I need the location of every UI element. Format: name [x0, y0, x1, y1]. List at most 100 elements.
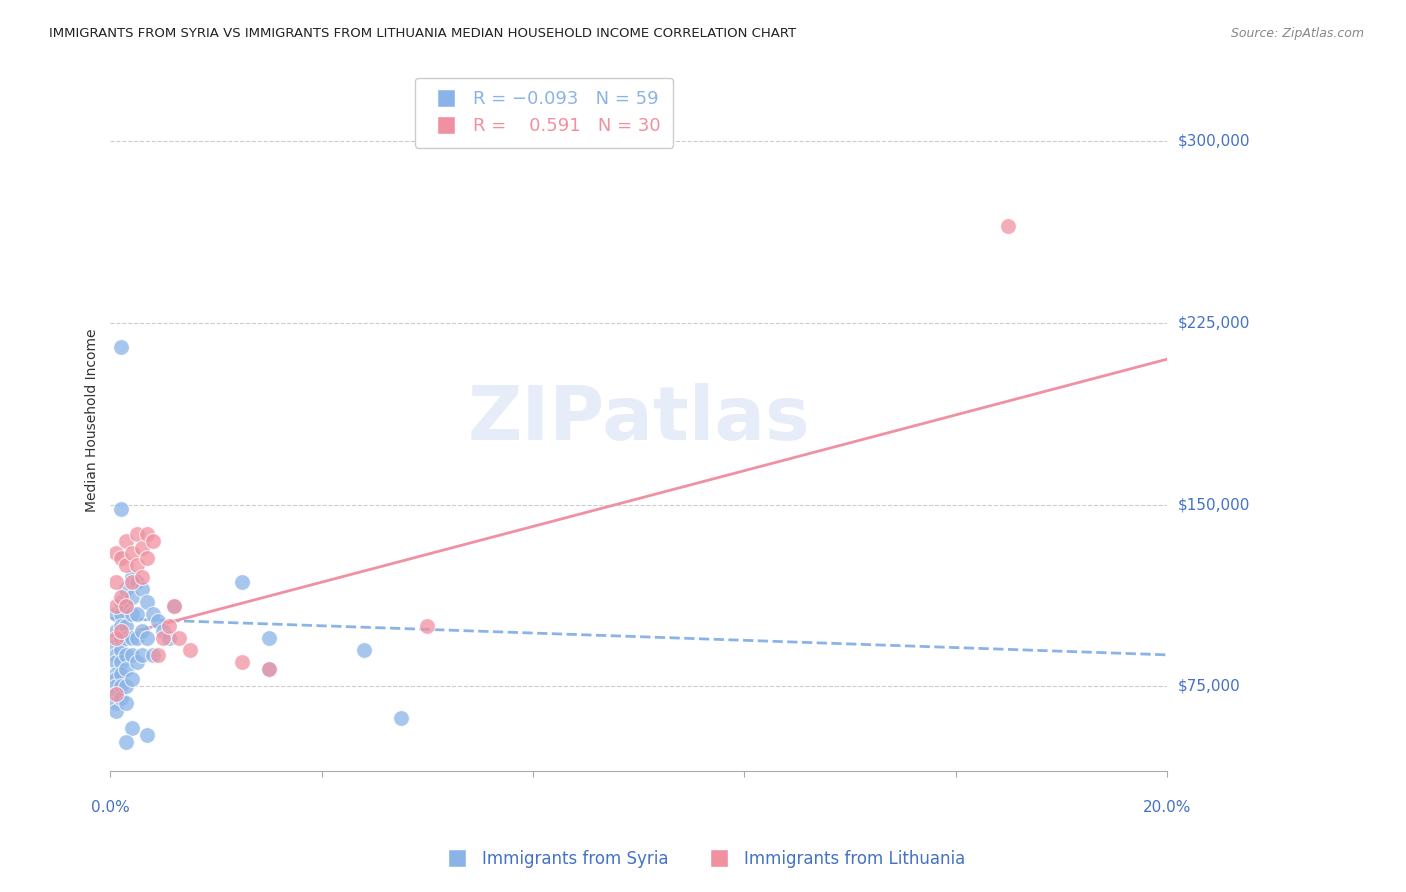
Point [353, 643, 375, 657]
Point [110, 631, 132, 645]
Point [131, 624, 153, 638]
Point [131, 648, 153, 662]
Point [110, 691, 132, 706]
Point [110, 590, 132, 604]
Point [125, 607, 148, 621]
Point [257, 662, 280, 676]
Text: $300,000: $300,000 [1178, 134, 1250, 149]
Point [110, 624, 132, 638]
Point [146, 614, 169, 628]
Point [104, 607, 127, 621]
Point [125, 575, 148, 590]
Point [110, 667, 132, 681]
Point [104, 638, 127, 652]
Point [416, 619, 439, 633]
Point [115, 696, 138, 710]
Point [115, 662, 138, 676]
Point [136, 728, 159, 742]
Point [115, 631, 138, 645]
Point [115, 582, 138, 597]
Text: 0.0%: 0.0% [91, 800, 129, 815]
Text: IMMIGRANTS FROM SYRIA VS IMMIGRANTS FROM LITHUANIA MEDIAN HOUSEHOLD INCOME CORRE: IMMIGRANTS FROM SYRIA VS IMMIGRANTS FROM… [49, 27, 796, 40]
Point [104, 631, 127, 645]
Point [121, 546, 143, 560]
Point [142, 533, 165, 548]
Point [125, 631, 148, 645]
Point [110, 679, 132, 693]
Point [257, 631, 280, 645]
Point [104, 704, 127, 718]
Point [125, 526, 148, 541]
Point [115, 599, 138, 614]
Point [121, 570, 143, 584]
Y-axis label: Median Household Income: Median Household Income [86, 328, 100, 512]
Point [115, 735, 138, 749]
Point [115, 619, 138, 633]
Point [115, 599, 138, 614]
Point [110, 643, 132, 657]
Point [110, 340, 132, 354]
Legend: Immigrants from Syria, Immigrants from Lithuania: Immigrants from Syria, Immigrants from L… [434, 844, 972, 875]
Point [131, 570, 153, 584]
Point [231, 655, 253, 669]
Text: $225,000: $225,000 [1178, 316, 1250, 330]
Text: ZIPatlas: ZIPatlas [467, 384, 810, 457]
Point [115, 648, 138, 662]
Point [121, 721, 143, 735]
Point [131, 541, 153, 556]
Point [104, 648, 127, 662]
Point [104, 687, 127, 701]
Point [110, 655, 132, 669]
Point [125, 655, 148, 669]
Point [104, 696, 127, 710]
Point [115, 558, 138, 573]
Point [121, 672, 143, 686]
Point [142, 607, 165, 621]
Text: Source: ZipAtlas.com: Source: ZipAtlas.com [1230, 27, 1364, 40]
Point [104, 687, 127, 701]
Point [121, 575, 143, 590]
Point [157, 631, 180, 645]
Point [997, 219, 1019, 233]
Point [121, 631, 143, 645]
Point [157, 619, 180, 633]
Text: 20.0%: 20.0% [1143, 800, 1191, 815]
Point [104, 624, 127, 638]
Point [231, 575, 253, 590]
Point [110, 594, 132, 608]
Point [146, 648, 169, 662]
Point [179, 643, 201, 657]
Point [152, 631, 174, 645]
Point [110, 619, 132, 633]
Point [136, 526, 159, 541]
Point [152, 624, 174, 638]
Point [110, 607, 132, 621]
Point [110, 502, 132, 516]
Point [121, 590, 143, 604]
Point [121, 648, 143, 662]
Point [104, 546, 127, 560]
Point [167, 631, 190, 645]
Point [104, 575, 127, 590]
Point [115, 679, 138, 693]
Point [121, 607, 143, 621]
Point [110, 550, 132, 565]
Text: $75,000: $75,000 [1178, 679, 1240, 694]
Point [257, 662, 280, 676]
Legend: R = −0.093   N = 59, R =    0.591   N = 30: R = −0.093 N = 59, R = 0.591 N = 30 [415, 78, 673, 148]
Point [104, 679, 127, 693]
Point [136, 550, 159, 565]
Point [163, 599, 186, 614]
Text: $150,000: $150,000 [1178, 497, 1250, 512]
Point [389, 711, 412, 725]
Point [136, 631, 159, 645]
Point [104, 599, 127, 614]
Point [142, 648, 165, 662]
Point [104, 655, 127, 669]
Point [115, 533, 138, 548]
Point [104, 672, 127, 686]
Point [131, 582, 153, 597]
Point [125, 558, 148, 573]
Point [136, 594, 159, 608]
Point [163, 599, 186, 614]
